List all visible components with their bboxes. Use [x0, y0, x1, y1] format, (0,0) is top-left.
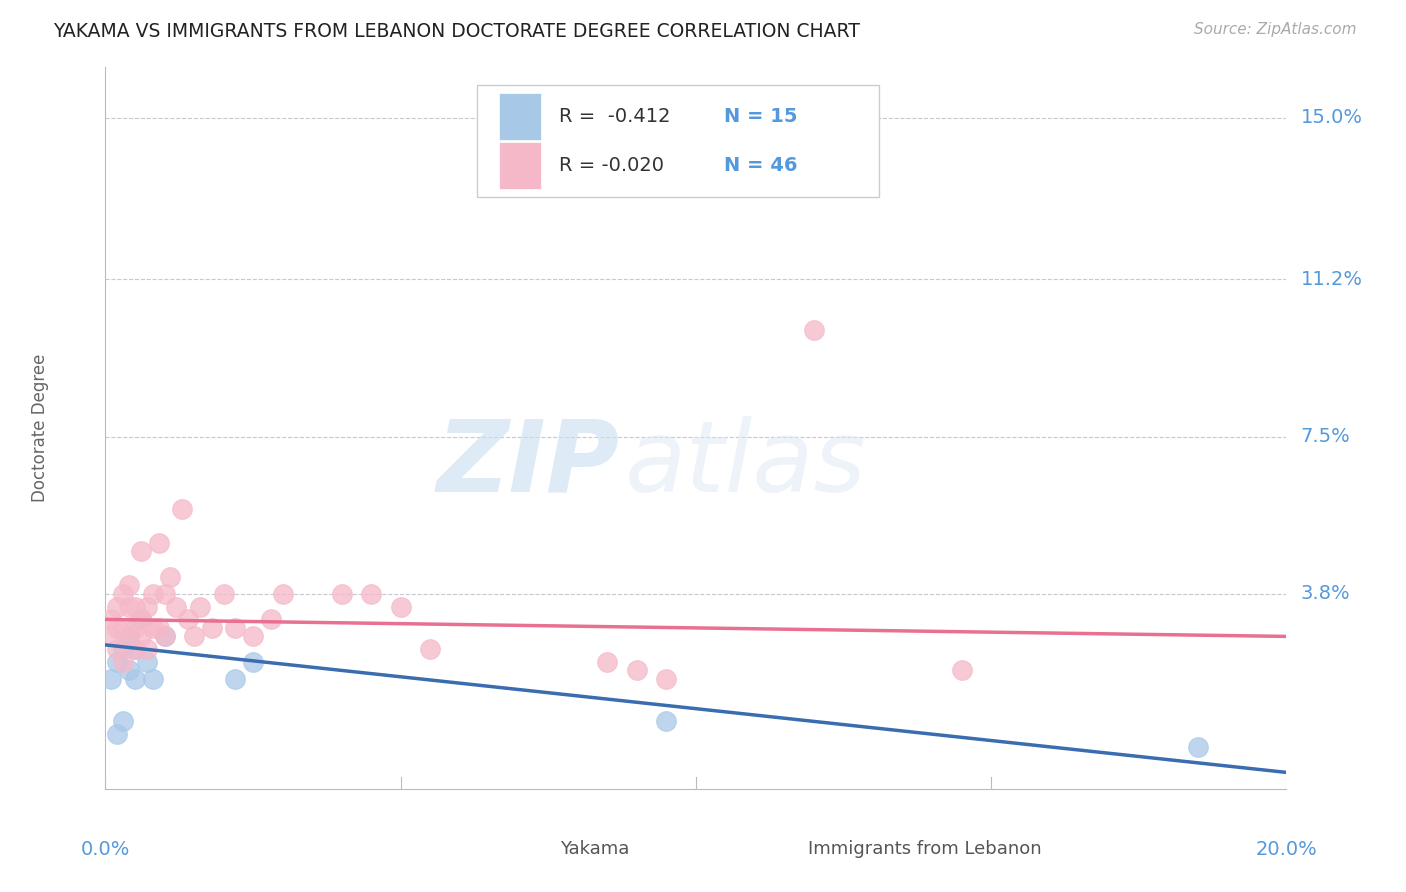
- Point: [129, 612, 152, 626]
- Point: [142, 672, 165, 686]
- Text: YAKAMA VS IMMIGRANTS FROM LEBANON DOCTORATE DEGREE CORRELATION CHART: YAKAMA VS IMMIGRANTS FROM LEBANON DOCTOR…: [53, 22, 860, 41]
- Point: [100, 672, 122, 686]
- Point: [105, 642, 128, 657]
- Point: [330, 587, 353, 601]
- Point: [129, 612, 152, 626]
- Point: [135, 655, 157, 669]
- Point: [105, 599, 128, 614]
- Text: R =  -0.412: R = -0.412: [560, 107, 671, 126]
- Point: [260, 612, 283, 626]
- Point: [118, 629, 141, 643]
- Text: Doctorate Degree: Doctorate Degree: [31, 354, 49, 502]
- Point: [153, 629, 176, 643]
- Text: Immigrants from Lebanon: Immigrants from Lebanon: [808, 839, 1042, 858]
- Point: [124, 621, 146, 635]
- Point: [419, 642, 441, 657]
- Point: [112, 587, 135, 601]
- Point: [135, 599, 157, 614]
- Point: [112, 621, 135, 635]
- Text: 15.0%: 15.0%: [1301, 109, 1362, 128]
- Point: [100, 612, 122, 626]
- Point: [183, 629, 205, 643]
- Point: [118, 578, 141, 592]
- Point: [142, 587, 165, 601]
- Point: [124, 672, 146, 686]
- Bar: [761, 833, 799, 864]
- Point: [389, 599, 412, 614]
- Point: [124, 642, 146, 657]
- Text: 11.2%: 11.2%: [1301, 270, 1362, 289]
- Text: 3.8%: 3.8%: [1301, 584, 1350, 603]
- Point: [242, 655, 264, 669]
- Point: [271, 587, 294, 601]
- Text: Yakama: Yakama: [560, 839, 630, 858]
- Point: [1187, 739, 1209, 754]
- Point: [142, 621, 165, 635]
- Text: N = 15: N = 15: [724, 107, 797, 126]
- Point: [112, 714, 135, 729]
- Text: Source: ZipAtlas.com: Source: ZipAtlas.com: [1194, 22, 1357, 37]
- Point: [596, 655, 619, 669]
- Point: [105, 727, 128, 741]
- Point: [100, 629, 122, 643]
- Text: atlas: atlas: [626, 416, 866, 513]
- Point: [153, 629, 176, 643]
- Point: [224, 621, 246, 635]
- Bar: [499, 142, 541, 189]
- Point: [655, 672, 678, 686]
- Bar: [499, 93, 541, 140]
- Point: [118, 629, 141, 643]
- Bar: [513, 833, 551, 864]
- Point: [655, 714, 678, 729]
- Point: [201, 621, 224, 635]
- Text: ZIP: ZIP: [436, 416, 619, 513]
- Text: R = -0.020: R = -0.020: [560, 156, 664, 175]
- Point: [165, 599, 187, 614]
- Point: [129, 544, 152, 558]
- Point: [148, 536, 170, 550]
- Point: [626, 664, 648, 678]
- Point: [950, 664, 973, 678]
- Text: 20.0%: 20.0%: [1256, 840, 1317, 859]
- Point: [112, 642, 135, 657]
- Point: [153, 587, 176, 601]
- Point: [105, 655, 128, 669]
- Point: [159, 570, 181, 584]
- Point: [803, 323, 825, 337]
- Point: [124, 642, 146, 657]
- Point: [177, 612, 200, 626]
- Text: 7.5%: 7.5%: [1301, 427, 1350, 446]
- Point: [212, 587, 235, 601]
- Point: [112, 655, 135, 669]
- Point: [105, 621, 128, 635]
- Text: N = 46: N = 46: [724, 156, 797, 175]
- Point: [188, 599, 211, 614]
- Point: [135, 642, 157, 657]
- Point: [172, 502, 194, 516]
- Text: 0.0%: 0.0%: [80, 840, 131, 859]
- Point: [242, 629, 264, 643]
- Point: [360, 587, 382, 601]
- Point: [124, 599, 146, 614]
- Point: [148, 621, 170, 635]
- Point: [118, 664, 141, 678]
- FancyBboxPatch shape: [478, 85, 879, 197]
- Point: [118, 599, 141, 614]
- Point: [129, 629, 152, 643]
- Point: [224, 672, 246, 686]
